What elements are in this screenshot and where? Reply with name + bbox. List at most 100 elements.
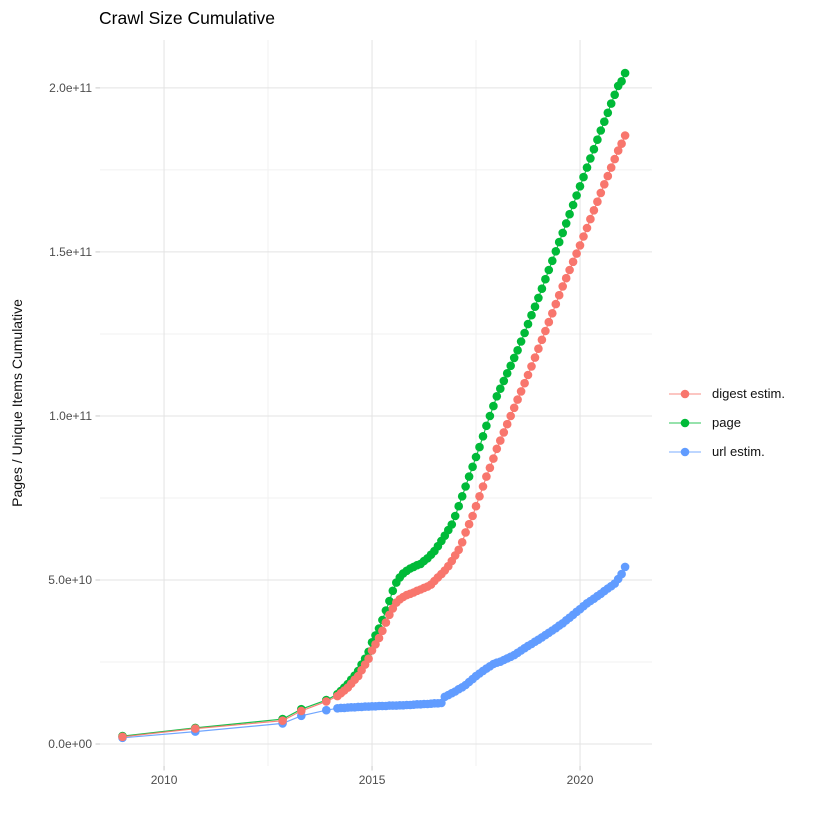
legend-label: url estim.	[712, 444, 765, 459]
y-tick-label: 5.0e+10	[48, 573, 92, 587]
data-point	[558, 282, 567, 291]
data-point	[554, 237, 564, 247]
legend-item-url-estim: url estim.	[668, 437, 785, 466]
data-point	[544, 265, 554, 275]
data-point	[457, 538, 467, 547]
data-point	[620, 68, 630, 78]
data-point	[523, 319, 533, 329]
data-point	[461, 528, 470, 537]
data-point	[478, 432, 488, 441]
data-point	[579, 172, 588, 182]
data-point	[118, 732, 127, 742]
data-point	[537, 284, 547, 294]
legend-label: digest estim.	[712, 386, 785, 401]
data-point	[191, 724, 200, 733]
data-point	[478, 482, 488, 491]
data-point	[492, 444, 502, 454]
data-point	[516, 387, 526, 396]
data-point	[496, 384, 505, 394]
data-point	[541, 326, 550, 336]
data-point	[575, 241, 585, 250]
data-point	[489, 401, 498, 411]
data-point	[551, 247, 561, 256]
data-point	[527, 362, 536, 371]
data-point	[461, 482, 470, 491]
data-point	[322, 705, 331, 715]
x-tick-label: 2015	[359, 773, 386, 787]
y-tick-label: 1.0e+11	[49, 409, 92, 423]
data-point	[520, 328, 529, 338]
data-point	[568, 200, 578, 210]
data-point	[482, 472, 491, 481]
data-point	[617, 139, 626, 148]
data-point	[534, 293, 543, 303]
y-tick-label: 1.5e+11	[49, 245, 92, 259]
data-point	[606, 99, 616, 108]
data-point	[496, 436, 505, 445]
data-point	[471, 501, 481, 511]
legend-item-digest-estim: digest estim.	[668, 379, 785, 408]
data-point	[385, 610, 394, 620]
data-point	[620, 131, 630, 140]
data-point	[589, 206, 599, 215]
data-point	[593, 197, 602, 206]
data-point	[613, 146, 623, 155]
data-point	[586, 214, 595, 224]
data-point	[485, 463, 495, 473]
data-point	[600, 180, 609, 189]
data-point	[603, 108, 613, 118]
legend-key-dot	[680, 418, 690, 427]
data-point	[475, 442, 484, 452]
data-point	[617, 77, 626, 86]
data-point	[475, 492, 484, 501]
data-point	[600, 117, 609, 126]
data-point	[385, 596, 394, 606]
legend-key-dot	[680, 447, 690, 456]
data-point	[457, 492, 467, 501]
data-point	[322, 697, 331, 706]
data-point	[544, 317, 554, 327]
data-point	[548, 256, 557, 266]
data-point	[582, 223, 592, 233]
data-point	[582, 163, 592, 172]
legend-item-page: page	[668, 408, 785, 437]
legend-key-page	[669, 418, 701, 427]
data-point	[565, 265, 574, 275]
data-point	[586, 154, 595, 163]
y-tick-label: 2.0e+11	[49, 81, 92, 95]
data-point	[516, 337, 526, 346]
data-point	[589, 144, 599, 154]
data-point	[534, 344, 543, 354]
data-point	[450, 511, 460, 521]
data-point	[468, 511, 477, 521]
data-point	[388, 586, 398, 596]
legend-key-dot	[680, 389, 690, 398]
data-point	[502, 419, 512, 429]
data-point	[506, 411, 515, 421]
data-point	[558, 228, 567, 238]
data-point	[447, 520, 457, 529]
y-axis-title: Pages / Unique Items Cumulative	[9, 299, 25, 507]
data-point	[374, 633, 384, 643]
legend-label: page	[712, 415, 741, 430]
data-point	[485, 411, 495, 421]
data-point	[620, 562, 630, 572]
data-point	[565, 209, 574, 219]
data-point	[502, 369, 512, 378]
data-point	[593, 135, 602, 144]
data-point	[548, 309, 557, 318]
data-point	[454, 501, 464, 511]
data-point	[513, 395, 522, 404]
series-points-url-estim	[118, 562, 630, 743]
data-point	[610, 90, 619, 100]
legend: digest estim. page url estim.	[668, 379, 785, 466]
data-point	[520, 378, 529, 388]
data-point	[513, 346, 522, 355]
data-point	[492, 392, 502, 401]
data-point	[551, 299, 561, 309]
data-point	[527, 310, 536, 320]
y-tick-label: 0.0e+00	[48, 737, 92, 751]
legend-key-url-estim	[669, 447, 701, 456]
data-point	[506, 361, 515, 371]
